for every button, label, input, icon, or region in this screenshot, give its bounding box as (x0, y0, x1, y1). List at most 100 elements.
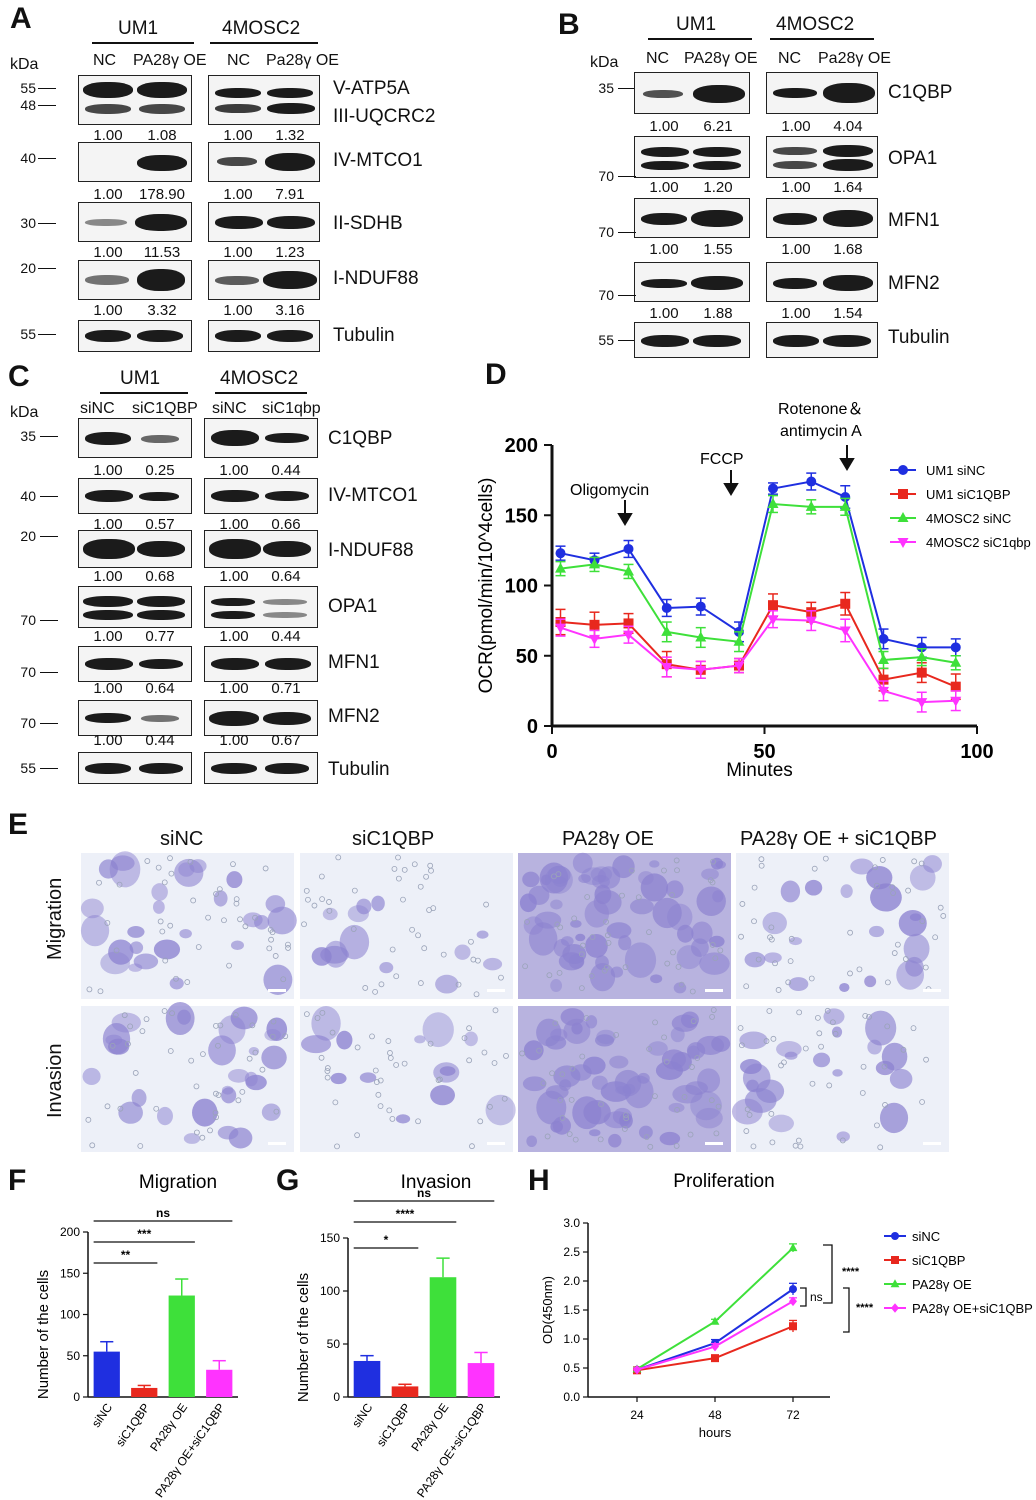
membrane-pore (690, 1018, 697, 1025)
legend-marker (898, 465, 908, 475)
micrograph (80, 851, 297, 999)
membrane-pore (605, 939, 612, 946)
membrane-pore (647, 1143, 654, 1150)
lane-label: NC (227, 52, 251, 69)
stained-cell (183, 1133, 201, 1144)
membrane-pore (797, 1143, 804, 1150)
membrane-pore (937, 904, 944, 911)
membrane-pore (737, 1025, 744, 1031)
membrane-pore (712, 955, 719, 962)
stained-cell (131, 1089, 147, 1107)
membrane-pore (270, 1018, 277, 1025)
chart-title: Invasion (401, 1172, 472, 1193)
membrane-pore (787, 958, 794, 965)
significance-bracket (823, 1244, 833, 1304)
kda-mark: 55 (20, 326, 36, 342)
micrograph (300, 1006, 516, 1152)
membrane-pore (816, 1030, 823, 1037)
membrane-pore (121, 1012, 128, 1019)
stained-cell (710, 857, 724, 870)
membrane-pore (603, 964, 610, 971)
stained-cell (208, 1035, 236, 1066)
quant-value: 1.00 (93, 244, 123, 261)
membrane-pore (161, 1008, 168, 1014)
membrane-pore (268, 936, 274, 943)
y-tick-label: 200 (60, 1225, 80, 1239)
membrane-pore (213, 1022, 219, 1029)
membrane-pore (215, 1042, 221, 1049)
kda-mark: 40 (20, 488, 36, 504)
stained-cell (523, 1040, 544, 1061)
membrane-pore (205, 914, 211, 921)
data-point (768, 483, 778, 494)
membrane-pore (415, 932, 421, 939)
membrane-pore (669, 892, 675, 898)
kda-mark: 35 (20, 428, 36, 444)
membrane-pore (622, 1112, 629, 1119)
quant-value: 1.00 (781, 118, 811, 135)
membrane-pore (709, 1014, 715, 1020)
membrane-pore (856, 966, 863, 973)
column-header: PA28γ OE (562, 828, 654, 850)
stained-cell (519, 893, 537, 913)
stained-cell (242, 912, 263, 928)
data-point (789, 1296, 797, 1307)
series-line (560, 480, 956, 649)
lane-label: siC1qbp (262, 400, 321, 417)
membrane-pore (809, 1080, 816, 1087)
quant-value: 1.00 (219, 680, 249, 697)
stained-cell (359, 1072, 377, 1083)
membrane-pore (796, 1009, 803, 1016)
membrane-pore (334, 1143, 340, 1150)
y-tick-label: 200 (505, 435, 538, 457)
membrane-pore (239, 1088, 246, 1095)
data-point (589, 634, 600, 645)
x-tick-label: 72 (786, 1408, 800, 1422)
group-label-um1: UM1 (676, 14, 717, 35)
blot-a-4mosc2-row3 (208, 202, 320, 242)
kda-mark: 55 (598, 332, 614, 348)
membrane-pore (324, 1074, 331, 1081)
data-point (878, 674, 889, 685)
stained-cell (371, 895, 385, 912)
membrane-pore (421, 945, 428, 952)
protein-label: MFN1 (328, 652, 380, 673)
stained-cell (685, 1081, 708, 1095)
stained-cell (263, 964, 293, 995)
membrane-pore (466, 1025, 472, 1032)
membrane-pore (104, 920, 111, 926)
quant-value: 1.00 (781, 305, 811, 322)
membrane-pore (738, 1042, 745, 1049)
group-label-um1: UM1 (118, 18, 159, 39)
data-point (767, 498, 779, 509)
kda-mark: 40 (20, 150, 36, 166)
lane-label: siC1QBP (132, 400, 198, 417)
membrane-pore (536, 1047, 542, 1054)
membrane-pore (89, 1142, 96, 1149)
membrane-pore (860, 1063, 867, 1070)
membrane-pore (775, 987, 782, 993)
quant-value: 1.00 (219, 516, 249, 533)
stained-cell (677, 924, 694, 943)
quant-value: 1.00 (93, 680, 123, 697)
membrane-pore (579, 951, 585, 958)
membrane-pore (503, 1052, 509, 1059)
scale-bar (705, 989, 723, 992)
protein-label: IV-MTCO1 (333, 150, 423, 171)
membrane-pore (710, 1007, 717, 1013)
y-tick-label: 50 (67, 1349, 81, 1363)
membrane-pore (540, 1080, 547, 1087)
stained-cell (655, 1061, 684, 1081)
membrane-pore (578, 985, 585, 992)
kda-mark: 70 (20, 715, 36, 731)
membrane-pore (153, 1105, 160, 1112)
blot-a-4mosc2-row4 (208, 260, 320, 300)
data-point (916, 667, 927, 678)
membrane-pore (613, 1031, 620, 1038)
x-axis-label: Minutes (726, 760, 793, 781)
data-point (711, 1341, 719, 1352)
stained-cell (606, 922, 632, 939)
membrane-pore (137, 1143, 144, 1149)
membrane-pore (235, 1097, 242, 1104)
membrane-pore (139, 1028, 146, 1035)
